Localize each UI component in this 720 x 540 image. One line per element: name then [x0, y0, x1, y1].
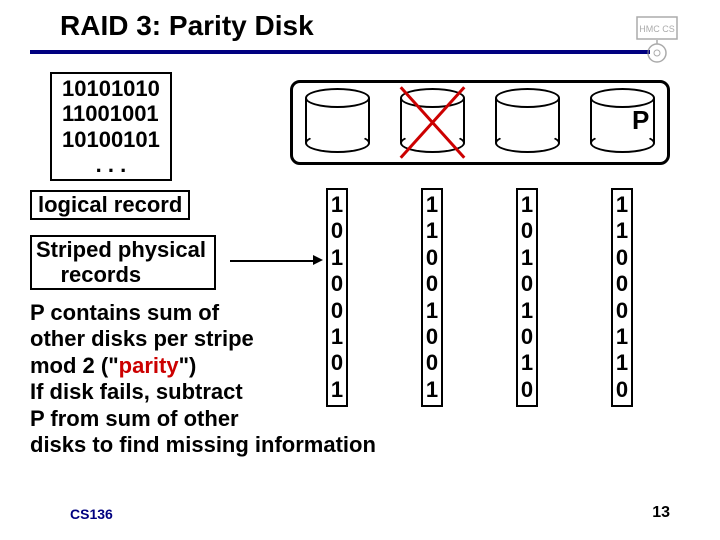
bit-value: 0 — [328, 350, 346, 376]
bit-value: 1 — [613, 218, 631, 244]
arrow-head-icon — [313, 255, 323, 265]
bit-value: 0 — [518, 218, 536, 244]
bit-value: 1 — [423, 218, 441, 244]
bit-value: 1 — [518, 298, 536, 324]
logical-line: . . . — [62, 152, 160, 177]
label-logical-record: logical record — [30, 190, 190, 220]
explain-l5: P from sum of other — [30, 406, 239, 431]
parity-bit-column: 11000110 — [611, 188, 633, 407]
bit-value: 0 — [518, 377, 536, 403]
slide-title: RAID 3: Parity Disk — [60, 10, 690, 42]
data-bit-column: 11001001 — [421, 188, 443, 407]
bit-value: 0 — [423, 324, 441, 350]
bit-value: 1 — [328, 324, 346, 350]
bit-value: 0 — [328, 218, 346, 244]
striped-l1: Striped physical — [36, 237, 206, 262]
explain-l6: disks to find missing information — [30, 432, 376, 457]
label-striped-physical: Striped physical records — [30, 235, 216, 290]
bit-value: 1 — [423, 377, 441, 403]
logical-line: 10101010 — [62, 76, 160, 101]
bit-value: 1 — [328, 245, 346, 271]
bit-value: 0 — [518, 324, 536, 350]
parity-word: parity — [119, 353, 179, 378]
bit-value: 0 — [423, 271, 441, 297]
footer-page: 13 — [652, 504, 670, 522]
explain-l4: If disk fails, subtract — [30, 379, 243, 404]
bit-value: 1 — [613, 324, 631, 350]
svg-text:HMC CS: HMC CS — [639, 24, 675, 34]
explain-l3b: ") — [179, 353, 197, 378]
bit-value: 1 — [613, 192, 631, 218]
bit-value: 0 — [328, 271, 346, 297]
bit-value: 1 — [518, 192, 536, 218]
bit-value: 1 — [518, 350, 536, 376]
striped-l2: records — [60, 262, 141, 287]
logical-line: 11001001 — [62, 101, 160, 126]
data-disk-icon — [495, 88, 560, 153]
data-disk-icon — [305, 88, 370, 153]
footer-course: CS136 — [70, 506, 113, 522]
bit-value: 1 — [328, 192, 346, 218]
data-bit-column: 10100101 — [326, 188, 348, 407]
explain-l1: P contains sum of — [30, 300, 219, 325]
bit-value: 0 — [613, 271, 631, 297]
bit-value: 1 — [613, 350, 631, 376]
bit-value: 0 — [613, 245, 631, 271]
bit-value: 0 — [328, 298, 346, 324]
bit-value: 0 — [613, 377, 631, 403]
logical-line: 10100101 — [62, 127, 160, 152]
bit-value: 1 — [328, 377, 346, 403]
bit-value: 1 — [518, 245, 536, 271]
parity-label: P — [632, 105, 649, 136]
arrow-line — [230, 260, 315, 262]
bit-value: 0 — [613, 298, 631, 324]
bit-value: 1 — [423, 298, 441, 324]
data-bit-column: 10101010 — [516, 188, 538, 407]
logical-record-box: 10101010 11001001 10100101 . . . — [50, 72, 172, 181]
explain-l3a: mod 2 (" — [30, 353, 119, 378]
explain-l2: other disks per stripe — [30, 326, 254, 351]
title-underline — [30, 50, 650, 54]
bit-value: 0 — [518, 271, 536, 297]
bit-value: 1 — [423, 192, 441, 218]
bit-value: 0 — [423, 350, 441, 376]
corner-logo-icon: HMC CS — [635, 15, 680, 65]
bit-value: 0 — [423, 245, 441, 271]
